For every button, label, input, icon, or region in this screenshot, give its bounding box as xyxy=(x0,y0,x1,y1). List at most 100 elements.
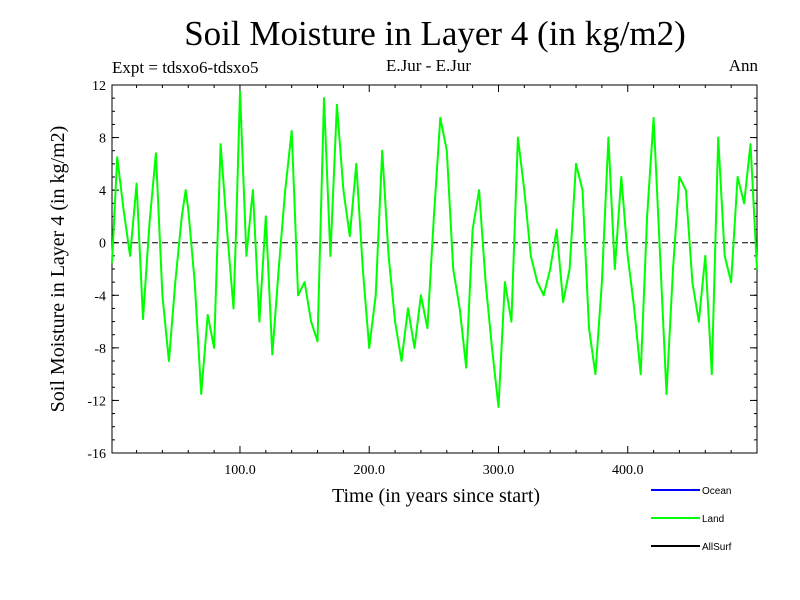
data-point xyxy=(219,143,222,146)
y-tick-label: 4 xyxy=(99,184,106,199)
data-point xyxy=(155,152,157,155)
data-point xyxy=(400,360,403,362)
data-point xyxy=(336,103,338,106)
data-point xyxy=(235,228,237,231)
data-point xyxy=(549,268,552,270)
data-point xyxy=(555,228,558,231)
x-axis-label: Time (in years since start) xyxy=(332,485,540,507)
data-point xyxy=(206,314,209,316)
data-point xyxy=(491,346,493,349)
data-point xyxy=(148,222,151,224)
data-point xyxy=(523,189,526,192)
data-point xyxy=(213,346,216,349)
x-tick-label: 100.0 xyxy=(224,463,256,478)
data-point xyxy=(426,327,429,330)
y-axis-label: Soil Moisture in Layer 4 (in kg/m2) xyxy=(47,126,69,413)
data-point xyxy=(484,281,487,284)
data-point xyxy=(116,156,119,159)
y-tick-label: 12 xyxy=(92,79,106,94)
data-point xyxy=(536,281,539,284)
data-point xyxy=(239,90,241,93)
data-point xyxy=(697,320,700,323)
data-point xyxy=(258,320,261,323)
data-point xyxy=(685,189,687,192)
data-point xyxy=(736,176,739,178)
data-point xyxy=(613,268,616,270)
data-point xyxy=(226,228,228,231)
data-point xyxy=(310,320,312,323)
data-point xyxy=(497,406,500,408)
data-point xyxy=(303,281,306,284)
data-point xyxy=(639,373,642,376)
legend-label-allsurf: AllSurf xyxy=(702,542,732,553)
data-point xyxy=(180,215,183,218)
data-point xyxy=(323,97,325,100)
legend-label-ocean: Ocean xyxy=(702,486,731,497)
data-point xyxy=(329,254,332,257)
data-point xyxy=(458,307,461,310)
data-point xyxy=(756,268,758,270)
data-point xyxy=(381,149,384,152)
data-point xyxy=(129,254,131,257)
x-tick-label: 300.0 xyxy=(483,463,515,478)
data-point xyxy=(407,307,409,310)
data-point xyxy=(193,281,196,284)
data-point xyxy=(600,281,603,284)
data-point xyxy=(562,300,565,303)
data-point xyxy=(607,136,610,139)
data-point xyxy=(277,268,280,270)
data-point xyxy=(167,360,170,362)
data-point xyxy=(710,373,713,376)
data-point xyxy=(251,189,254,192)
season-label: Ann xyxy=(728,56,758,75)
data-point xyxy=(620,176,623,178)
y-tick-label: -16 xyxy=(87,447,106,462)
x-tick-label: 400.0 xyxy=(612,463,644,478)
data-point xyxy=(174,281,177,284)
data-point xyxy=(413,346,416,349)
data-point xyxy=(348,235,351,238)
data-point xyxy=(626,254,629,257)
data-point xyxy=(691,281,694,284)
legend-label-land: Land xyxy=(702,514,724,525)
y-tick-label: 8 xyxy=(99,132,106,147)
data-point xyxy=(264,215,267,218)
data-point xyxy=(284,189,287,192)
data-point xyxy=(749,143,752,146)
data-point xyxy=(723,254,726,257)
data-point xyxy=(290,130,293,132)
data-point xyxy=(232,307,235,310)
data-point xyxy=(575,162,577,165)
region-label: E.Jur - E.Jur xyxy=(386,56,471,75)
data-point xyxy=(342,189,345,192)
data-point xyxy=(142,318,144,320)
series-line-land xyxy=(111,90,758,408)
data-point xyxy=(316,340,319,343)
data-point xyxy=(368,346,371,349)
data-point xyxy=(717,136,720,139)
data-point xyxy=(271,353,274,356)
data-point xyxy=(439,116,442,119)
y-tick-label: 0 xyxy=(99,237,106,252)
data-point xyxy=(510,320,513,323)
data-point xyxy=(297,294,300,297)
data-point xyxy=(730,281,733,284)
y-tick-label: -8 xyxy=(94,342,106,357)
data-point xyxy=(161,294,164,297)
data-point xyxy=(187,208,190,211)
data-point xyxy=(361,268,364,270)
data-point xyxy=(387,254,390,257)
data-point xyxy=(432,215,435,218)
x-tick-label: 200.0 xyxy=(353,463,385,478)
experiment-label: Expt = tdsxo6-tdsxo5 xyxy=(112,58,259,77)
data-point xyxy=(245,254,248,257)
data-point xyxy=(529,254,532,257)
data-point xyxy=(568,268,571,270)
data-point xyxy=(665,392,668,395)
data-point xyxy=(465,366,468,369)
data-point xyxy=(135,182,138,185)
data-point xyxy=(111,261,113,264)
data-point xyxy=(516,136,519,139)
data-point xyxy=(588,327,590,330)
